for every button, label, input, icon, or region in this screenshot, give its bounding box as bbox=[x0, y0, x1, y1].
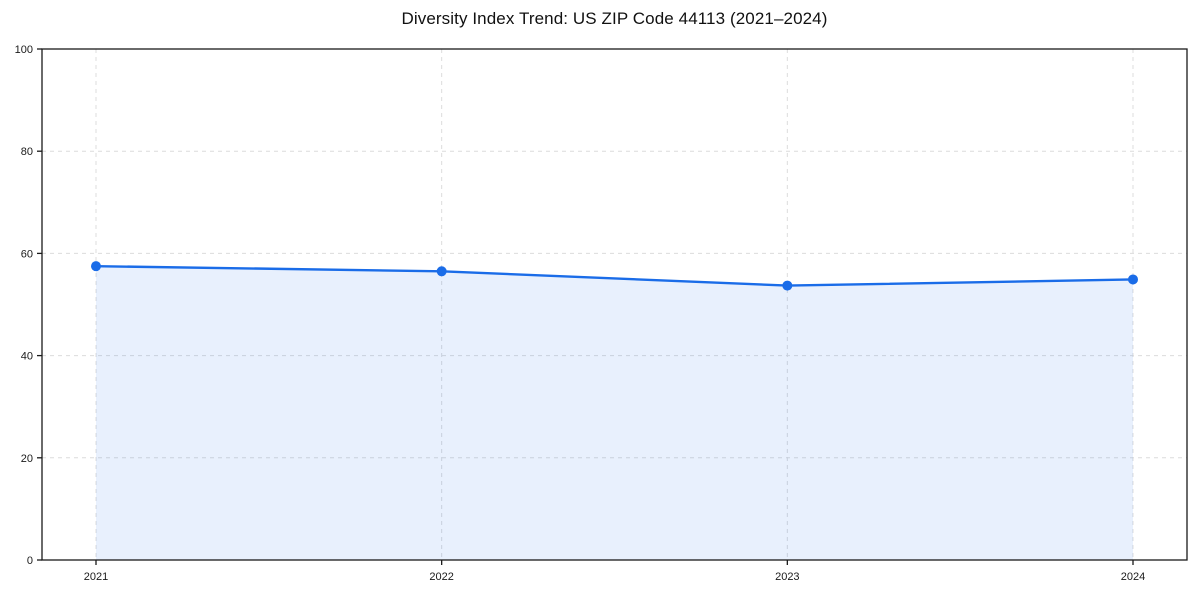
area-fill bbox=[96, 266, 1133, 560]
x-tick-label: 2022 bbox=[429, 571, 453, 583]
plot-border bbox=[41, 48, 1188, 561]
trend-line bbox=[94, 264, 1135, 287]
y-tick-label: 20 bbox=[21, 453, 33, 465]
y-tick-label: 40 bbox=[21, 351, 33, 363]
data-point-marker bbox=[782, 280, 793, 291]
data-point-marker bbox=[91, 261, 101, 272]
y-tick-label: 100 bbox=[15, 44, 33, 56]
y-tick-label: 60 bbox=[21, 248, 33, 260]
x-tick-label: 2024 bbox=[1121, 571, 1145, 583]
data-point-marker bbox=[1128, 274, 1138, 285]
y-tick-label: 0 bbox=[27, 555, 33, 567]
y-tick-label: 80 bbox=[21, 146, 33, 158]
x-tick-label: 2023 bbox=[775, 571, 799, 583]
x-tick-label: 2021 bbox=[84, 571, 108, 583]
data-point-marker bbox=[436, 266, 447, 277]
chart-title: Diversity Index Trend: US ZIP Code 44113… bbox=[401, 9, 828, 28]
